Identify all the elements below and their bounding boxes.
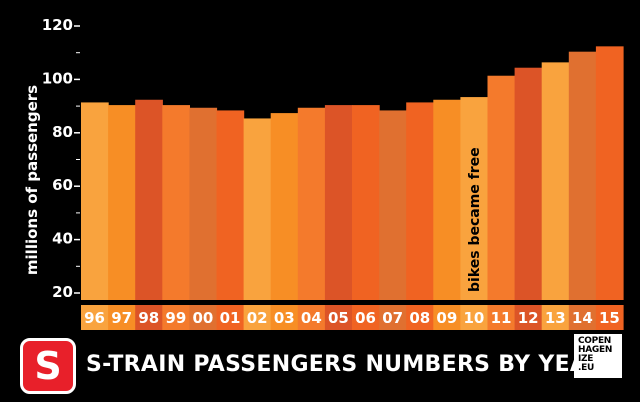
category-label: 03 <box>274 309 295 327</box>
category-label: 96 <box>84 309 105 327</box>
category-label: 06 <box>355 309 376 327</box>
y-tick-label: 100 <box>42 69 73 87</box>
brand-line: HAGEN <box>578 345 613 355</box>
category-label: 99 <box>165 309 186 327</box>
bar <box>541 62 570 301</box>
category-label-box <box>487 305 516 330</box>
bars <box>81 46 624 301</box>
category-label-box <box>352 305 380 330</box>
bar <box>433 99 461 300</box>
category-label-box <box>568 305 597 330</box>
category-label-box <box>135 305 163 330</box>
category-label: 11 <box>491 309 512 327</box>
category-label-box <box>297 305 326 330</box>
category-label-box <box>433 305 461 330</box>
category-label-box <box>189 305 218 330</box>
category-label: 04 <box>301 309 322 327</box>
footer: S S-TRAIN PASSENGERS NUMBERS BY YEAR COP… <box>0 332 640 402</box>
category-label: 13 <box>545 309 566 327</box>
category-label: 15 <box>599 309 620 327</box>
bar <box>108 105 136 300</box>
y-axis-label: millions of passengers <box>23 85 41 275</box>
category-label-box <box>324 305 353 330</box>
y-tick-label: 80 <box>52 123 73 141</box>
bar <box>487 75 516 300</box>
bar-chart: 20 40 60 80 100 120 96 97 98 99 00 01 02 03 04 05 06 07 0… <box>23 16 624 330</box>
bar <box>514 67 543 301</box>
category-label-box <box>514 305 543 330</box>
brand-line: .EU <box>578 363 594 373</box>
brand-line: COPEN <box>578 336 612 346</box>
y-tick-label: 20 <box>52 283 73 301</box>
category-label: 97 <box>111 309 132 327</box>
logo-letter: S <box>34 344 62 388</box>
bar <box>568 51 597 300</box>
bar <box>270 113 299 300</box>
bar <box>243 118 272 300</box>
y-axis: 20 40 60 80 100 120 <box>42 16 80 301</box>
category-label: 98 <box>138 309 159 327</box>
y-tick-label: 40 <box>52 230 73 248</box>
category-label-box <box>595 305 624 330</box>
bar <box>162 105 190 300</box>
brand-line: IZE <box>578 354 594 364</box>
chart-title: S-TRAIN PASSENGERS NUMBERS BY YEAR <box>86 352 605 377</box>
category-label-box <box>243 305 272 330</box>
annotation-text: bikes became free <box>467 147 483 292</box>
bar <box>81 102 109 300</box>
bar <box>135 99 163 300</box>
category-label-box <box>379 305 407 330</box>
bar <box>595 46 624 300</box>
bar <box>216 110 245 301</box>
category-label-box <box>270 305 299 330</box>
category-label: 14 <box>572 309 593 327</box>
category-label-box <box>406 305 434 330</box>
category-label-box <box>460 305 489 330</box>
category-label-box <box>162 305 190 330</box>
bar <box>297 107 326 300</box>
category-label: 12 <box>518 309 539 327</box>
category-label: 10 <box>464 309 485 327</box>
y-tick-label: 120 <box>42 16 73 34</box>
category-label: 08 <box>409 309 430 327</box>
x-axis-labels: 96 97 98 99 00 01 02 03 04 05 06 07 08 09 10 11 12 13 14 15 <box>81 305 624 330</box>
bar <box>189 107 218 300</box>
annotations: bikes became free <box>467 147 483 292</box>
category-label: 02 <box>247 309 268 327</box>
bar <box>460 97 489 300</box>
y-tick-label: 60 <box>52 176 73 194</box>
bar <box>379 110 407 301</box>
s-train-logo: S <box>20 338 76 394</box>
category-label-box <box>216 305 245 330</box>
bar <box>406 102 434 300</box>
bar <box>324 105 353 300</box>
category-label: 09 <box>436 309 457 327</box>
category-label-box <box>108 305 136 330</box>
category-label-box <box>541 305 570 330</box>
bar <box>352 105 380 300</box>
category-label: 05 <box>328 309 349 327</box>
category-label: 00 <box>193 309 214 327</box>
category-label-box <box>81 305 109 330</box>
copenhagenize-logo: COPEN HAGEN IZE .EU <box>574 334 622 378</box>
category-label: 01 <box>220 309 241 327</box>
category-label: 07 <box>382 309 403 327</box>
